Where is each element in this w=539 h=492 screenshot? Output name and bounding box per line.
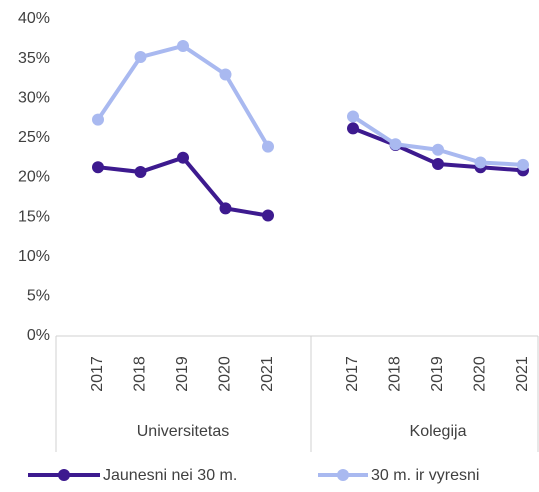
data-point — [474, 156, 487, 169]
data-point — [262, 140, 274, 153]
x-tick-label: 2018 — [132, 356, 149, 392]
x-tick-label: 2017 — [89, 356, 106, 392]
data-point — [389, 138, 402, 151]
y-tick-label: 10% — [18, 248, 50, 265]
data-point — [92, 161, 104, 174]
data-point — [347, 110, 359, 123]
series-line — [96, 43, 270, 148]
data-point — [347, 122, 359, 135]
legend-label: Jaunesni nei 30 m. — [103, 467, 237, 484]
data-point — [219, 202, 232, 215]
data-point — [262, 209, 274, 222]
legend-marker — [58, 469, 70, 481]
data-point — [134, 51, 147, 64]
data-point — [92, 113, 104, 126]
y-tick-label: 15% — [18, 208, 50, 225]
x-tick-label: 2018 — [387, 356, 404, 392]
y-tick-label: 0% — [27, 327, 50, 344]
x-tick-label: 2020 — [217, 356, 234, 392]
series-line — [351, 114, 524, 167]
y-tick-label: 5% — [27, 288, 50, 305]
data-point — [219, 68, 232, 81]
y-tick-label: 30% — [18, 89, 50, 106]
data-point — [432, 143, 444, 156]
data-point — [134, 165, 147, 178]
y-tick-label: 20% — [18, 169, 50, 186]
group-label: Universitetas — [137, 423, 229, 440]
data-point — [517, 158, 529, 171]
x-tick-label: 2021 — [514, 356, 531, 392]
y-tick-label: 40% — [18, 10, 50, 27]
x-tick-label: 2020 — [472, 356, 489, 392]
group-label: Kolegija — [410, 423, 467, 440]
data-point — [432, 158, 444, 171]
legend-label: 30 m. ir vyresni — [371, 467, 479, 484]
x-tick-label: 2021 — [259, 356, 276, 392]
series-line — [97, 155, 269, 218]
x-tick-label: 2019 — [429, 356, 446, 392]
y-tick-label: 25% — [18, 129, 50, 146]
data-point — [177, 39, 189, 52]
x-tick-label: 2019 — [174, 356, 191, 392]
data-point — [177, 151, 189, 164]
x-tick-label: 2017 — [344, 356, 361, 392]
y-tick-label: 35% — [18, 50, 50, 67]
legend-marker — [337, 469, 349, 481]
